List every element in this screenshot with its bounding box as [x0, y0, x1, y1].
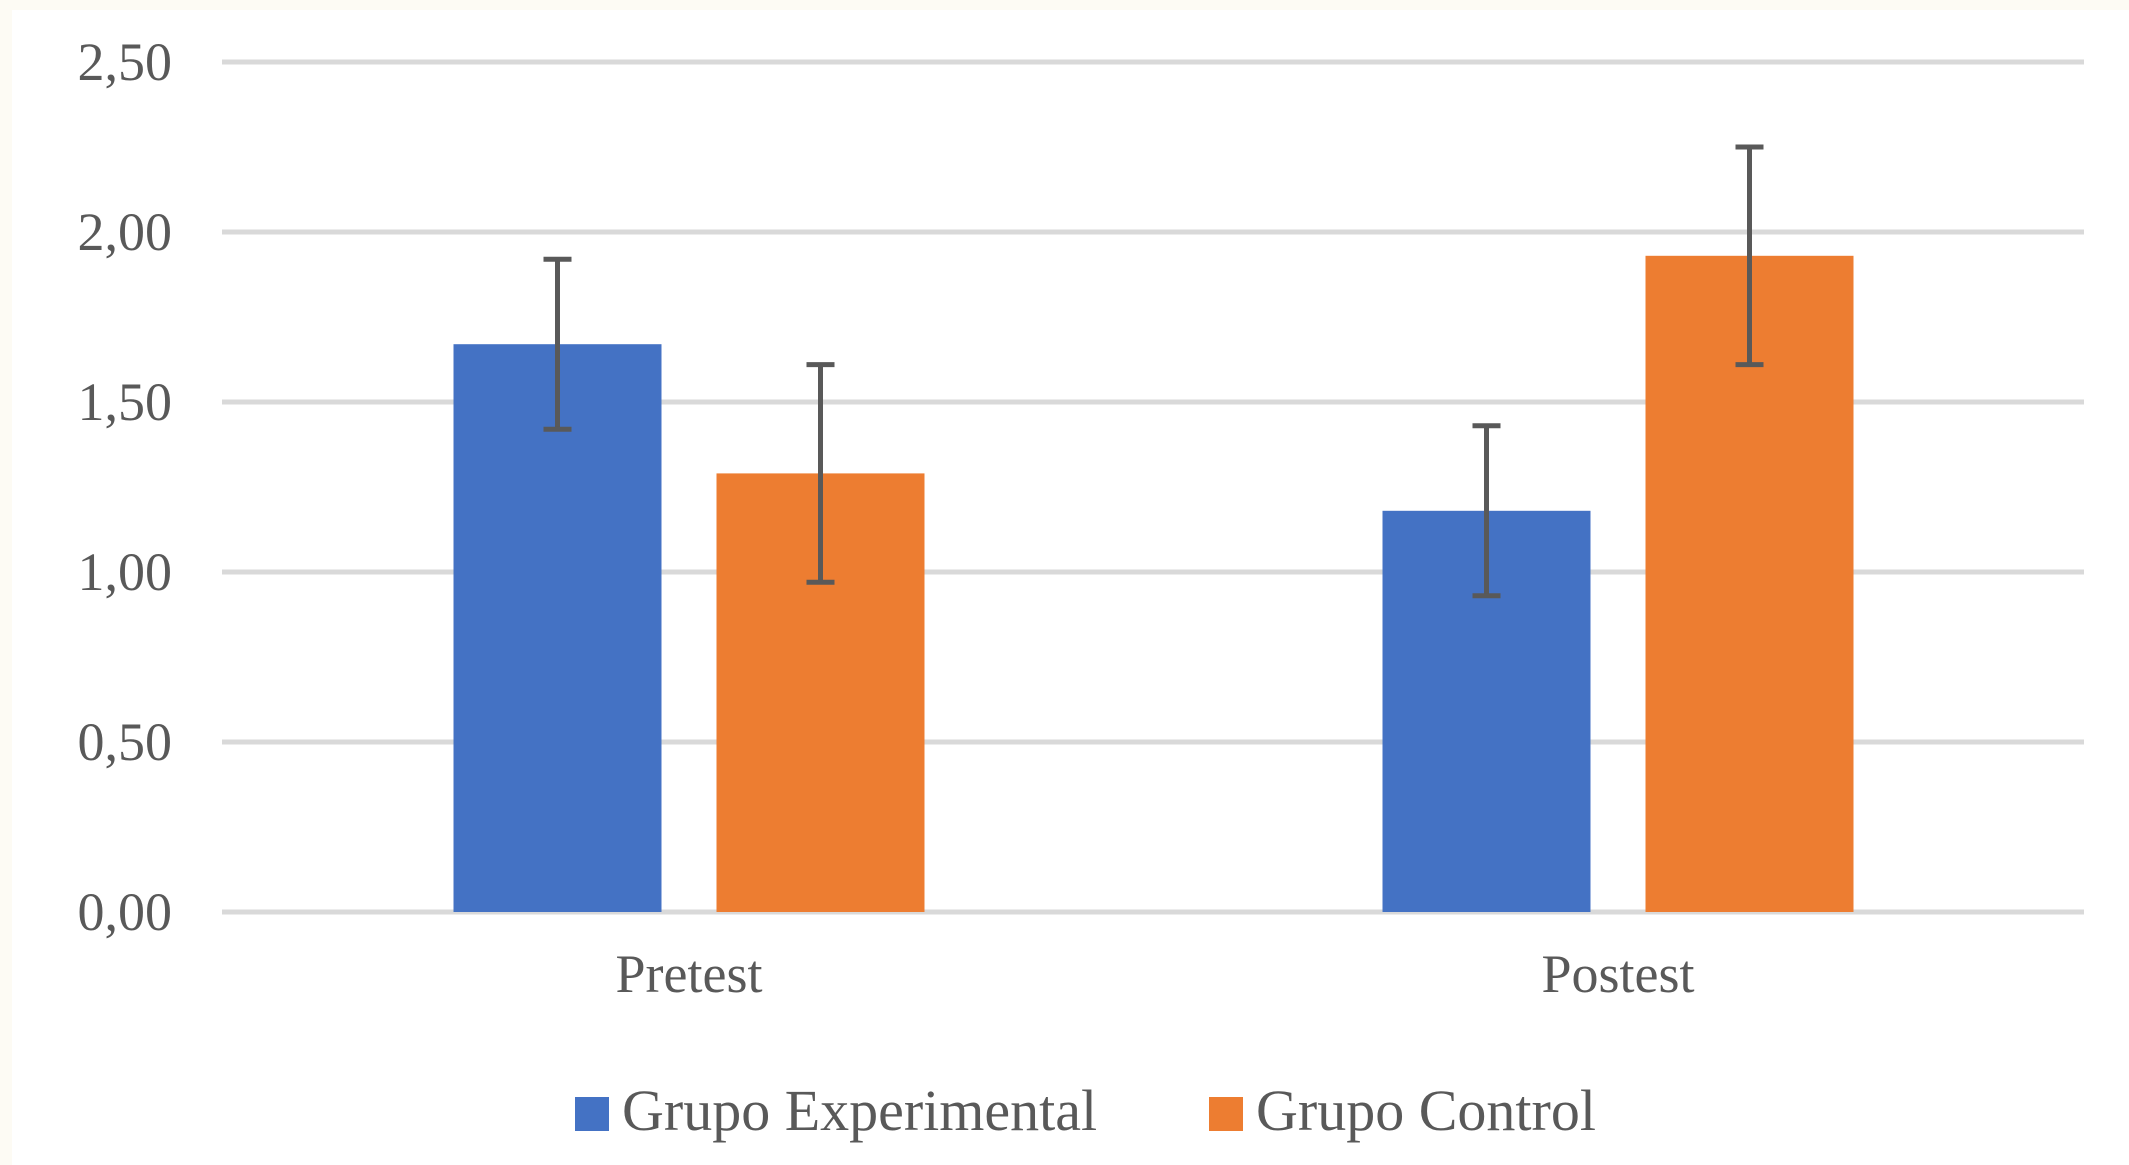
y-tick-label: 1,50 [78, 372, 173, 432]
x-category-label: Pretest [616, 944, 763, 1004]
y-axis-tick-labels: 0,00 0,50 1,00 1,50 2,00 2,50 [78, 32, 173, 942]
bar-chart: 0,00 0,50 1,00 1,50 2,00 2,50 Pretest Postest … [12, 10, 2129, 1165]
y-tick-label: 2,00 [78, 202, 173, 262]
y-tick-label: 1,00 [78, 542, 173, 602]
bar [453, 344, 662, 912]
bars-layer [453, 255, 1854, 913]
legend-swatch [575, 1097, 609, 1131]
y-tick-label: 0,00 [78, 882, 173, 942]
legend-label: Grupo Experimental [622, 1078, 1097, 1143]
x-axis-category-labels: Pretest Postest [616, 944, 1695, 1004]
legend-label: Grupo Control [1256, 1078, 1596, 1143]
error-bars-layer [543, 144, 1764, 599]
y-tick-label: 0,50 [78, 712, 173, 772]
x-category-label: Postest [1541, 944, 1694, 1004]
legend: Grupo Experimental Grupo Control [575, 1078, 1596, 1143]
chart-svg: 0,000,501,001,502,002,50 Pretest Postest … [78, 32, 2084, 1143]
y-tick-label: 2,50 [78, 32, 173, 92]
legend-swatch [1209, 1097, 1243, 1131]
